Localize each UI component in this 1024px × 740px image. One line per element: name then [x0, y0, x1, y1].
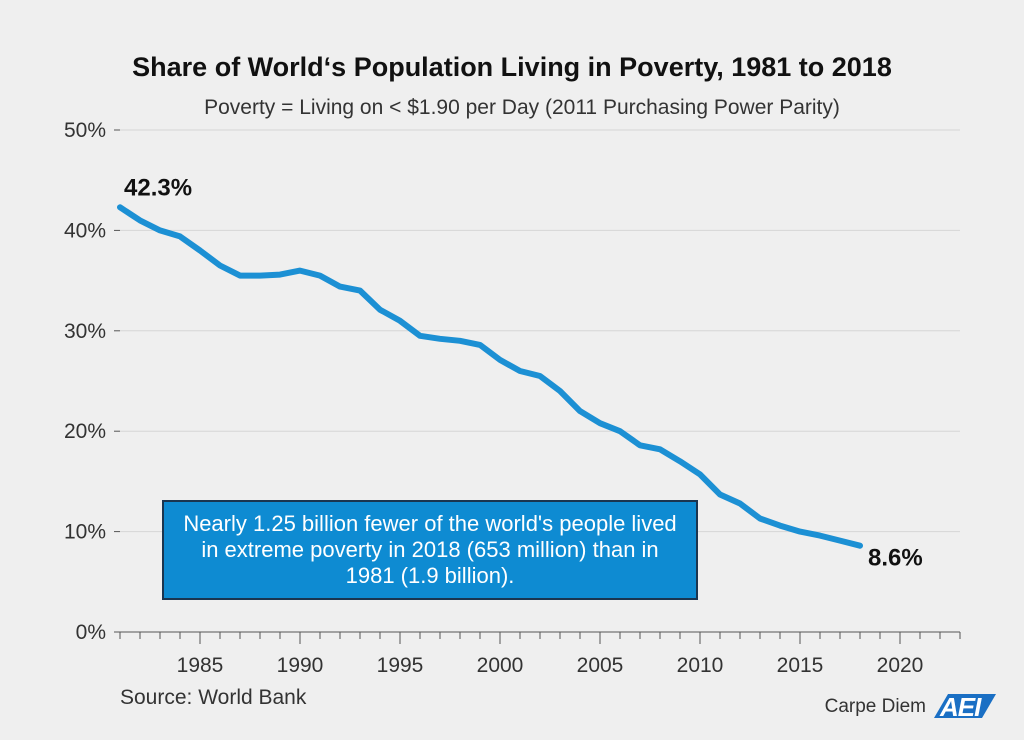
x-tick-label: 2000: [477, 654, 524, 677]
data-point: [499, 359, 501, 361]
callout-text: Nearly 1.25 billion fewer of the world's…: [183, 511, 677, 588]
data-point: [439, 338, 441, 340]
data-point: [139, 219, 141, 221]
data-point: [239, 275, 241, 277]
data-point: [359, 290, 361, 292]
x-tick-label: 1990: [277, 654, 324, 677]
data-point: [419, 335, 421, 337]
data-point: [519, 370, 521, 372]
data-point: [679, 460, 681, 462]
data-point: [379, 309, 381, 311]
data-point: [199, 249, 201, 251]
data-point: [839, 540, 841, 542]
data-label: 8.6%: [868, 545, 923, 572]
y-tick-label: 0%: [76, 621, 106, 644]
data-labels: 42.3% 8.6%: [124, 174, 923, 571]
data-point: [619, 430, 621, 432]
y-tick-label: 40%: [64, 219, 106, 242]
x-tick-label: 1995: [377, 654, 424, 677]
data-point: [759, 518, 761, 520]
data-point: [159, 229, 161, 231]
data-point: [539, 375, 541, 377]
chart-subtitle: Poverty = Living on < $1.90 per Day (201…: [204, 96, 840, 119]
x-tick-label: 2010: [677, 654, 724, 677]
source-note: Source: World Bank: [120, 686, 307, 709]
data-point: [659, 448, 661, 450]
brand-name: Carpe Diem: [824, 696, 926, 717]
data-point: [599, 422, 601, 424]
brand: Carpe Diem AEI: [824, 692, 996, 722]
data-point: [559, 390, 561, 392]
data-point: [279, 274, 281, 276]
x-tick-label: 1985: [177, 654, 224, 677]
data-point: [459, 340, 461, 342]
data-point: [339, 286, 341, 288]
data-point: [479, 344, 481, 346]
series-line: [117, 204, 863, 549]
data-point: [819, 535, 821, 537]
chart-title: Share of World‘s Population Living in Po…: [132, 52, 892, 82]
gridlines: [120, 129, 960, 533]
y-axis: 0% 10% 20% 30% 40% 50%: [64, 119, 120, 644]
aei-logo: AEI: [934, 692, 996, 722]
data-point: [639, 444, 641, 446]
callout-box: Nearly 1.25 billion fewer of the world's…: [162, 500, 698, 600]
data-point: [119, 206, 121, 208]
data-point: [299, 270, 301, 272]
data-point: [779, 525, 781, 527]
x-axis: 1985 1990 1995 2000 2005 2010 2015 2020: [119, 631, 961, 677]
data-point: [699, 473, 701, 475]
x-tick-label: 2005: [577, 654, 624, 677]
y-tick-label: 20%: [64, 420, 106, 443]
data-point: [739, 502, 741, 504]
y-tick-label: 30%: [64, 320, 106, 343]
y-tick-label: 10%: [64, 521, 106, 544]
data-point: [579, 410, 581, 412]
data-point: [179, 235, 181, 237]
data-point: [859, 545, 861, 547]
data-point: [399, 320, 401, 322]
data-point: [799, 531, 801, 533]
data-point: [259, 275, 261, 277]
data-label: 42.3%: [124, 174, 192, 201]
data-point: [219, 265, 221, 267]
y-tick-label: 50%: [64, 119, 106, 142]
x-tick-label: 2015: [777, 654, 824, 677]
data-point: [719, 493, 721, 495]
data-point: [319, 275, 321, 277]
x-tick-label: 2020: [877, 654, 924, 677]
series-group: [117, 204, 863, 549]
